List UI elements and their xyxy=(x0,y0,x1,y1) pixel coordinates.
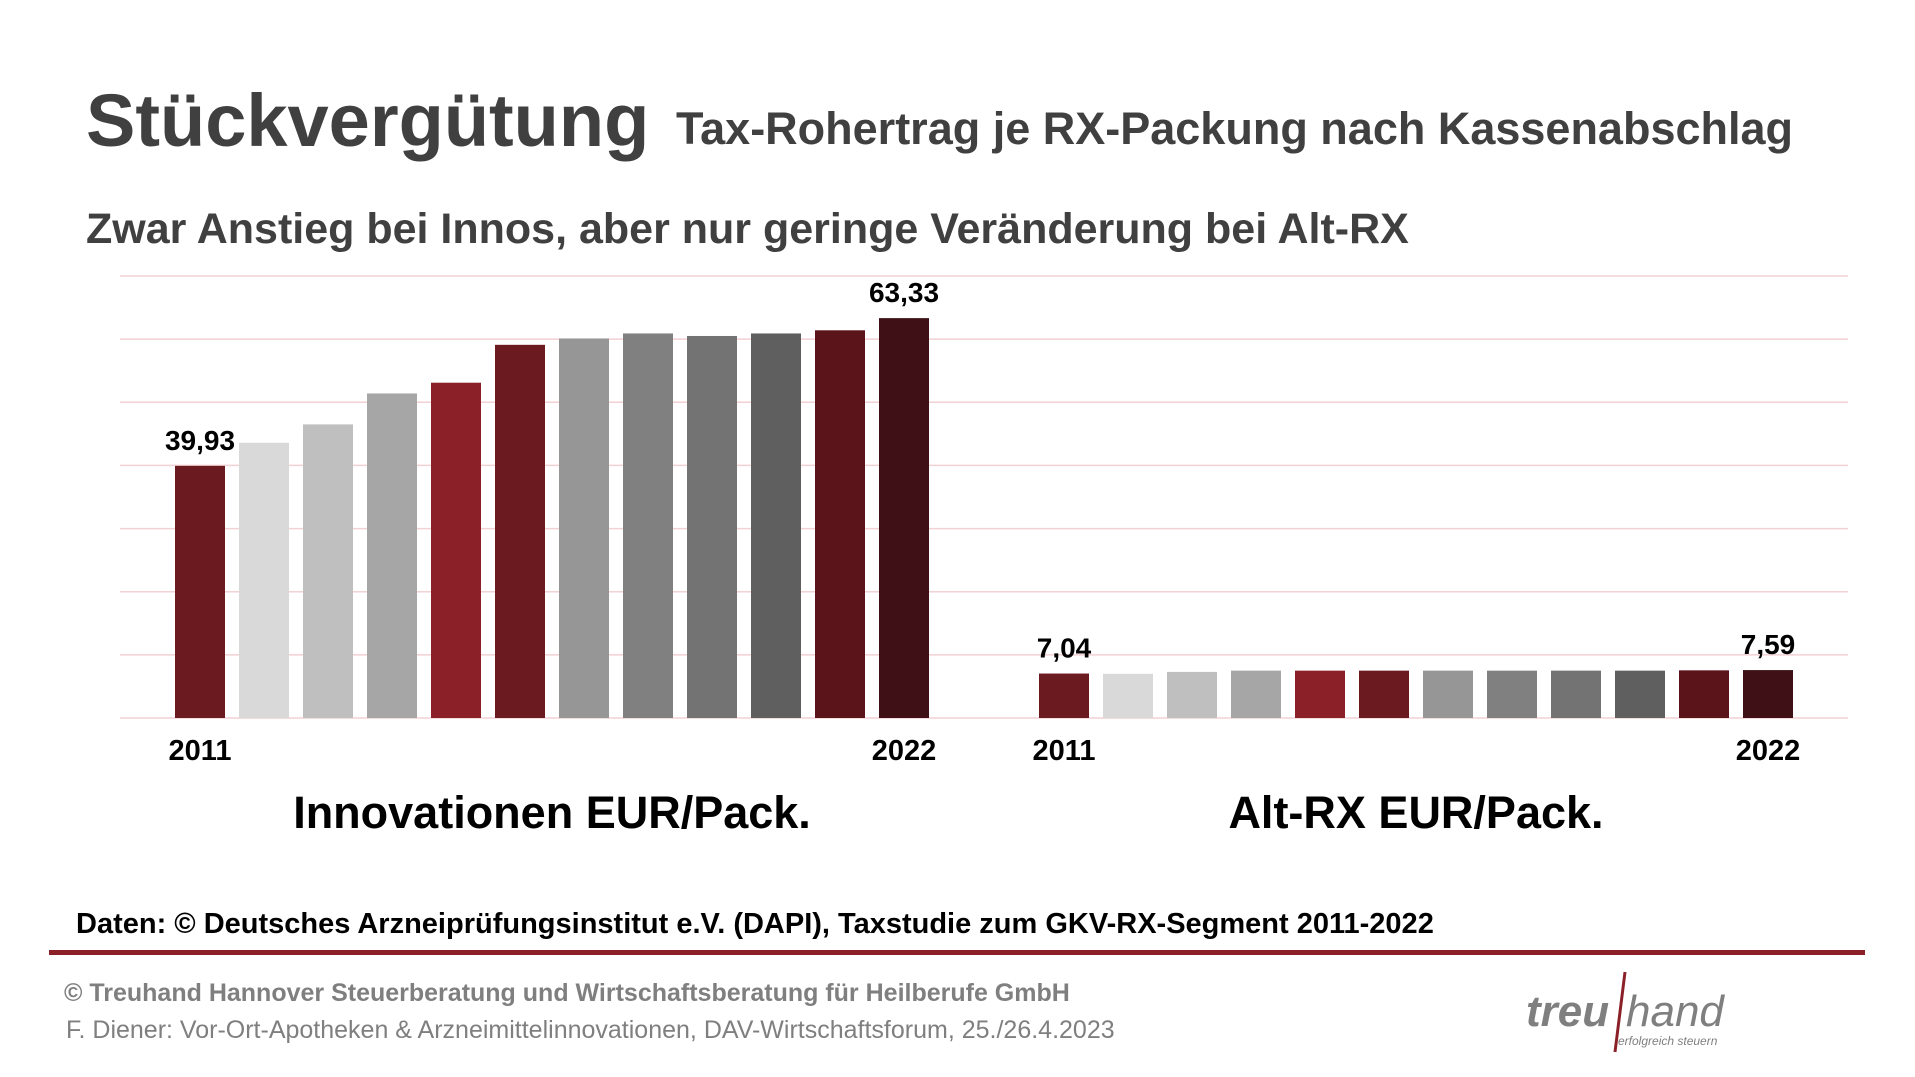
bar xyxy=(175,465,225,718)
x-tick-label: 2022 xyxy=(1736,735,1801,767)
source: Daten: © Deutsches Arzneiprüfungsinstitu… xyxy=(76,908,1434,940)
bar xyxy=(1487,670,1537,718)
headline: Zwar Anstieg bei Innos, aber nur geringe… xyxy=(86,205,1409,253)
bar xyxy=(879,318,929,718)
value-label: 7,59 xyxy=(1741,629,1796,660)
value-label: 7,04 xyxy=(1037,633,1092,664)
charts: 39,93 2011 63,33 2022 Innovationen EUR/Pack.… xyxy=(120,275,1848,838)
value-label: 63,33 xyxy=(869,277,939,308)
logo-tagline: erfolgreich steuern xyxy=(1618,1034,1718,1048)
divider xyxy=(49,950,1865,955)
bar xyxy=(1423,670,1473,718)
bar xyxy=(1103,673,1153,718)
axis-title: Innovationen EUR/Pack. xyxy=(293,787,811,838)
x-tick-label: 2022 xyxy=(872,735,937,767)
footer-event: F. Diener: Vor-Ort-Apotheken & Arzneimit… xyxy=(66,1016,1115,1044)
logo-divider xyxy=(1613,971,1627,1053)
bar xyxy=(495,344,545,718)
title: Stückvergütung xyxy=(86,79,649,162)
bar xyxy=(1039,673,1089,718)
bar xyxy=(751,333,801,718)
bar xyxy=(687,335,737,718)
bar xyxy=(367,393,417,718)
subtitle: Tax-Rohertrag je RX-Packung nach Kassena… xyxy=(676,103,1793,154)
axis-title: Alt-RX EUR/Pack. xyxy=(1228,787,1603,838)
bar xyxy=(559,338,609,718)
value-label: 39,93 xyxy=(165,425,235,456)
bar xyxy=(815,330,865,718)
x-tick-label: 2011 xyxy=(169,735,232,767)
bar xyxy=(431,382,481,718)
bar xyxy=(1359,670,1409,718)
bar xyxy=(1615,670,1665,718)
bar xyxy=(303,424,353,718)
logo-right: hand xyxy=(1626,987,1725,1036)
bar xyxy=(239,442,289,718)
bar xyxy=(1743,670,1793,718)
bar xyxy=(1679,670,1729,718)
bar xyxy=(1231,670,1281,718)
bar xyxy=(623,333,673,718)
bar xyxy=(1167,671,1217,718)
x-tick-label: 2011 xyxy=(1033,735,1096,767)
bar xyxy=(1551,670,1601,718)
footer-company: © Treuhand Hannover Steuerberatung und W… xyxy=(64,979,1070,1007)
bar xyxy=(1295,670,1345,718)
logo-left: treu xyxy=(1526,987,1609,1036)
